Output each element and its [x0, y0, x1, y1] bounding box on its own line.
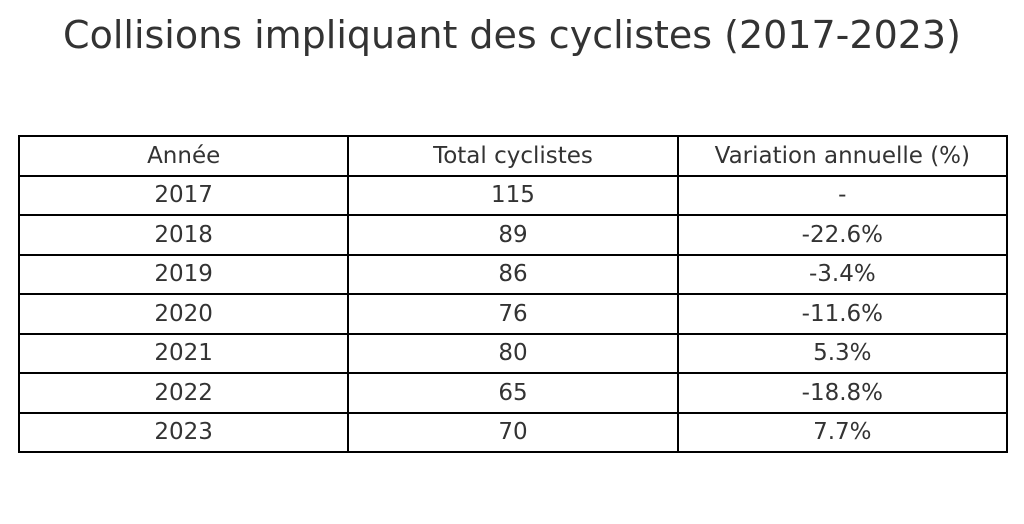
cell-total: 76: [347, 293, 679, 335]
cell-total: 89: [347, 214, 679, 256]
chart-title: Collisions impliquant des cyclistes (201…: [63, 13, 961, 57]
cell-variation: -18.8%: [676, 372, 1009, 414]
cell-year: 2023: [17, 411, 350, 453]
cell-total: 86: [347, 253, 679, 295]
cell-year: 2022: [17, 372, 350, 414]
table-row: 2018 89 -22.6%: [17, 214, 1009, 256]
cell-total: 70: [347, 411, 679, 453]
column-header-variation: Variation annuelle (%): [676, 135, 1009, 177]
cell-variation: -22.6%: [676, 214, 1009, 256]
data-table: Année Total cyclistes Variation annuelle…: [17, 135, 1009, 453]
table-row: 2023 70 7.7%: [17, 411, 1009, 453]
cell-year: 2018: [17, 214, 350, 256]
column-header-total: Total cyclistes: [347, 135, 679, 177]
cell-variation: -11.6%: [676, 293, 1009, 335]
table-row: 2020 76 -11.6%: [17, 293, 1009, 335]
cell-total: 65: [347, 372, 679, 414]
cell-total: 115: [347, 174, 679, 216]
table-row: 2017 115 -: [17, 174, 1009, 216]
cell-year: 2019: [17, 253, 350, 295]
table-row: 2019 86 -3.4%: [17, 253, 1009, 295]
column-header-year: Année: [17, 135, 350, 177]
cell-year: 2021: [17, 332, 350, 374]
cell-total: 80: [347, 332, 679, 374]
cell-variation: -: [676, 174, 1009, 216]
table-row: 2022 65 -18.8%: [17, 372, 1009, 414]
table-row: 2021 80 5.3%: [17, 332, 1009, 374]
cell-year: 2020: [17, 293, 350, 335]
cell-variation: 5.3%: [676, 332, 1009, 374]
cell-variation: -3.4%: [676, 253, 1009, 295]
cell-year: 2017: [17, 174, 350, 216]
cell-variation: 7.7%: [676, 411, 1009, 453]
table-header-row: Année Total cyclistes Variation annuelle…: [17, 135, 1009, 177]
